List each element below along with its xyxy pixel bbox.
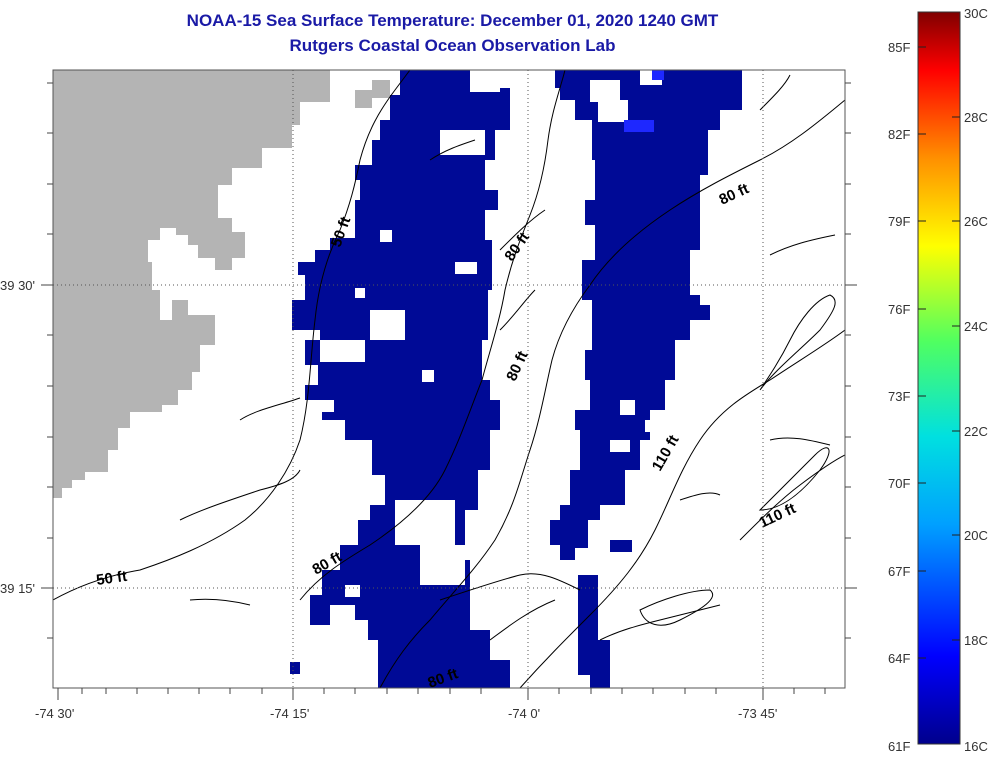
cb-c-30: 30C — [964, 6, 988, 21]
cloud-patches-west — [320, 70, 500, 597]
depth-contours — [53, 70, 845, 688]
cb-f-73: 73F — [888, 389, 910, 404]
cb-f-67: 67F — [888, 564, 910, 579]
colorbar-f-ticks — [918, 46, 926, 659]
plot-frame — [52, 69, 846, 689]
cb-c-26: 26C — [964, 214, 988, 229]
cb-c-16: 16C — [964, 739, 988, 754]
colorbar — [917, 11, 961, 745]
cb-f-85: 85F — [888, 40, 910, 55]
land-mass — [53, 70, 330, 498]
cb-c-22: 22C — [964, 424, 988, 439]
cb-f-76: 76F — [888, 302, 910, 317]
cb-c-18: 18C — [964, 633, 988, 648]
warmer-pixels — [624, 70, 664, 132]
cb-f-64: 64F — [888, 651, 910, 666]
axis-ticks — [41, 82, 857, 700]
cold-water-band-east — [550, 70, 742, 688]
land-island — [355, 80, 390, 108]
colorbar-c-ticks — [952, 116, 960, 641]
cloud-patches-east — [590, 70, 662, 452]
cb-c-24: 24C — [964, 319, 988, 334]
cb-c-28: 28C — [964, 110, 988, 125]
land-inlet — [97, 328, 140, 372]
map-subtitle: Rutgers Coastal Ocean Observation Lab — [289, 36, 616, 55]
cold-water-band-west — [290, 70, 510, 688]
y-tick-label-39-30: 39 30' — [0, 278, 35, 293]
y-tick-label-39-15: 39 15' — [0, 581, 35, 596]
graticule — [53, 70, 845, 688]
cb-f-61: 61F — [888, 739, 910, 754]
x-tick-label-74-30: -74 30' — [35, 706, 74, 721]
cb-f-79: 79F — [888, 214, 910, 229]
depth-label-50ft-south: 50 ft — [95, 568, 128, 589]
map-title: NOAA-15 Sea Surface Temperature: Decembe… — [186, 11, 719, 30]
cb-f-82: 82F — [888, 127, 910, 142]
cb-f-70: 70F — [888, 476, 910, 491]
cb-c-20: 20C — [964, 528, 988, 543]
x-tick-label-74-15: -74 15' — [270, 706, 309, 721]
x-tick-label-74-0: -74 0' — [508, 706, 540, 721]
x-tick-label-73-45: -73 45' — [738, 706, 777, 721]
